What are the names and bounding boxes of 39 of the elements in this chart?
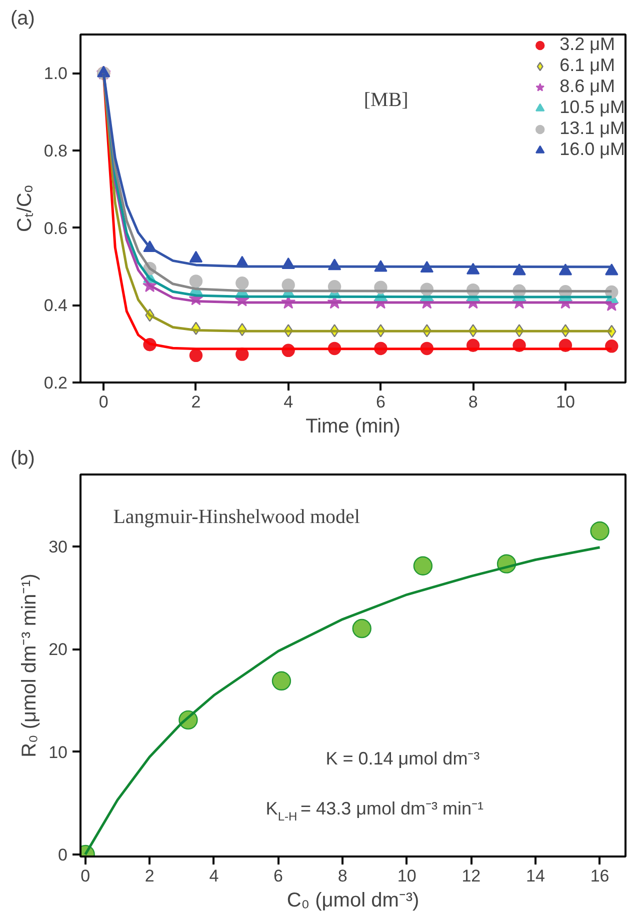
y-tick-label: 0.6 (44, 218, 68, 238)
x-tick-label: 8 (468, 392, 478, 412)
x-tick-label: 10 (397, 866, 416, 886)
x-tick-label: 4 (209, 866, 219, 886)
x-axis-title: Time (min) (306, 416, 400, 438)
legend-label: 16.0 μM (560, 139, 625, 160)
x-tick-label: 14 (526, 866, 545, 886)
x-tick-label: 6 (376, 392, 386, 412)
legend-label: 10.5 μM (560, 97, 625, 118)
x-axis-title: C₀ (μmol dm⁻³) (286, 890, 420, 912)
x-tick-label: 0 (98, 392, 108, 412)
x-tick-label: 12 (462, 866, 481, 886)
y-tick-label: 10 (48, 742, 68, 762)
x-tick-label: 2 (191, 392, 201, 412)
annotation: [MB] (364, 89, 408, 112)
x-tick-label: 0 (80, 866, 90, 886)
y-axis-title: R₀ (μmol dm⁻³ min⁻¹) (18, 574, 41, 758)
x-tick-label: 6 (274, 866, 283, 886)
annotation: K = 0.14 μmol dm⁻³ (326, 748, 480, 769)
x-tick-label: 4 (284, 392, 294, 412)
y-tick-label: 30 (48, 537, 68, 556)
annotation: Langmuir-Hinshelwood model (113, 506, 360, 528)
x-tick-label: 10 (556, 392, 575, 412)
y-tick-label: 0.4 (44, 296, 68, 316)
legend-label: 3.2 μM (560, 34, 615, 55)
legend-label: 6.1 μM (560, 55, 615, 76)
x-tick-label: 2 (144, 866, 154, 886)
chart-title: (a) (10, 8, 35, 30)
y-tick-label: 20 (48, 640, 68, 660)
x-tick-label: 16 (590, 866, 610, 886)
y-axis-title: Cₜ/Cₒ (14, 184, 36, 232)
legend-label: 13.1 μM (560, 118, 625, 139)
y-tick-label: 1.0 (44, 64, 68, 84)
y-tick-label: 0.2 (44, 374, 68, 392)
y-tick-label: 0.8 (44, 142, 68, 160)
chart-title: (b) (10, 448, 35, 470)
y-tick-label: 0 (58, 845, 68, 864)
legend-label: 8.6 μM (560, 76, 615, 97)
x-tick-label: 8 (338, 866, 348, 886)
